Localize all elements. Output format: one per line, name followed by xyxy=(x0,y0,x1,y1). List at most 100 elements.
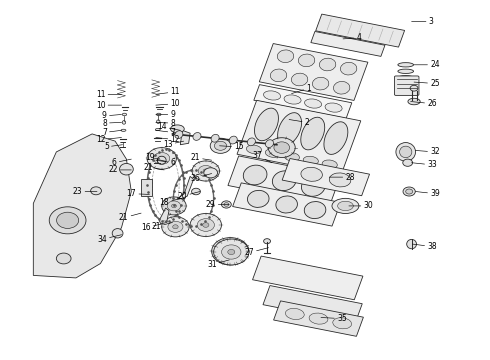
Bar xyxy=(228,156,341,206)
Ellipse shape xyxy=(254,108,278,141)
Text: 9: 9 xyxy=(102,111,122,120)
Ellipse shape xyxy=(244,165,267,185)
Ellipse shape xyxy=(162,197,186,215)
Ellipse shape xyxy=(266,140,273,148)
Ellipse shape xyxy=(220,244,241,259)
Ellipse shape xyxy=(284,153,299,161)
Ellipse shape xyxy=(214,239,249,265)
Ellipse shape xyxy=(298,54,315,67)
Ellipse shape xyxy=(301,117,325,150)
Text: 21: 21 xyxy=(119,213,141,222)
Text: 16: 16 xyxy=(141,223,162,232)
Ellipse shape xyxy=(333,318,351,329)
Ellipse shape xyxy=(398,69,414,73)
Ellipse shape xyxy=(272,171,296,190)
Text: 17: 17 xyxy=(126,189,149,198)
Ellipse shape xyxy=(122,113,126,116)
Bar xyxy=(141,179,152,196)
Ellipse shape xyxy=(226,248,234,254)
Ellipse shape xyxy=(172,225,178,229)
Text: 6: 6 xyxy=(156,158,175,167)
FancyArrowPatch shape xyxy=(327,19,331,30)
Text: 11: 11 xyxy=(96,90,122,99)
Text: 35: 35 xyxy=(321,314,347,323)
FancyArrowPatch shape xyxy=(368,27,372,39)
Ellipse shape xyxy=(192,188,200,195)
Ellipse shape xyxy=(325,103,342,112)
Text: 26: 26 xyxy=(411,99,437,108)
Ellipse shape xyxy=(304,202,326,219)
Ellipse shape xyxy=(156,113,161,116)
Ellipse shape xyxy=(192,161,220,181)
Text: 12: 12 xyxy=(96,135,122,144)
Ellipse shape xyxy=(156,120,160,123)
Text: 28: 28 xyxy=(329,173,355,181)
Polygon shape xyxy=(180,130,190,145)
Bar xyxy=(233,183,341,226)
Text: 37: 37 xyxy=(252,151,272,163)
Text: 27: 27 xyxy=(244,248,269,257)
Ellipse shape xyxy=(198,166,213,176)
Ellipse shape xyxy=(49,207,86,234)
Text: 30: 30 xyxy=(349,202,373,210)
Ellipse shape xyxy=(91,187,101,195)
Ellipse shape xyxy=(154,152,170,164)
Text: 6: 6 xyxy=(112,158,131,167)
Ellipse shape xyxy=(338,201,353,211)
Ellipse shape xyxy=(268,138,295,158)
Ellipse shape xyxy=(301,177,325,196)
Ellipse shape xyxy=(398,63,414,67)
FancyArrowPatch shape xyxy=(348,23,352,34)
Ellipse shape xyxy=(203,223,209,227)
Ellipse shape xyxy=(175,131,183,139)
Ellipse shape xyxy=(56,253,71,264)
Ellipse shape xyxy=(210,138,231,153)
Ellipse shape xyxy=(313,77,329,90)
Ellipse shape xyxy=(247,190,269,207)
Text: 39: 39 xyxy=(416,189,440,198)
Ellipse shape xyxy=(408,98,420,105)
Text: 36: 36 xyxy=(190,174,212,183)
Ellipse shape xyxy=(332,198,359,213)
Ellipse shape xyxy=(147,148,176,169)
Ellipse shape xyxy=(403,187,416,196)
Ellipse shape xyxy=(303,156,318,165)
Text: 24: 24 xyxy=(414,60,440,69)
Polygon shape xyxy=(159,208,169,224)
Ellipse shape xyxy=(407,239,416,249)
Ellipse shape xyxy=(305,99,321,108)
Text: 10: 10 xyxy=(156,99,180,108)
Ellipse shape xyxy=(162,217,189,237)
Text: 31: 31 xyxy=(207,260,229,269)
FancyArrowPatch shape xyxy=(337,21,342,32)
Polygon shape xyxy=(177,176,194,199)
Text: 2: 2 xyxy=(289,118,310,127)
Ellipse shape xyxy=(120,163,133,175)
Bar xyxy=(282,158,369,196)
Text: 11: 11 xyxy=(156,87,180,96)
Ellipse shape xyxy=(301,167,322,181)
Text: 9: 9 xyxy=(156,110,175,119)
Text: 18: 18 xyxy=(160,198,180,207)
Ellipse shape xyxy=(277,50,294,63)
Text: 23: 23 xyxy=(73,187,97,196)
Ellipse shape xyxy=(247,138,255,146)
FancyArrowPatch shape xyxy=(389,31,393,42)
Ellipse shape xyxy=(286,309,304,320)
Ellipse shape xyxy=(403,159,413,166)
Text: 33: 33 xyxy=(412,161,437,169)
Ellipse shape xyxy=(264,91,281,100)
Ellipse shape xyxy=(329,173,351,187)
Ellipse shape xyxy=(246,145,262,154)
Bar xyxy=(252,256,363,300)
Text: 8: 8 xyxy=(102,118,122,127)
Text: 15: 15 xyxy=(220,143,244,152)
Text: 14: 14 xyxy=(157,122,180,131)
Ellipse shape xyxy=(167,201,181,211)
Ellipse shape xyxy=(121,129,126,131)
Text: 34: 34 xyxy=(97,235,122,244)
Ellipse shape xyxy=(122,121,125,124)
Ellipse shape xyxy=(410,85,418,91)
Text: 10: 10 xyxy=(96,100,122,109)
Text: 21: 21 xyxy=(144,163,164,172)
